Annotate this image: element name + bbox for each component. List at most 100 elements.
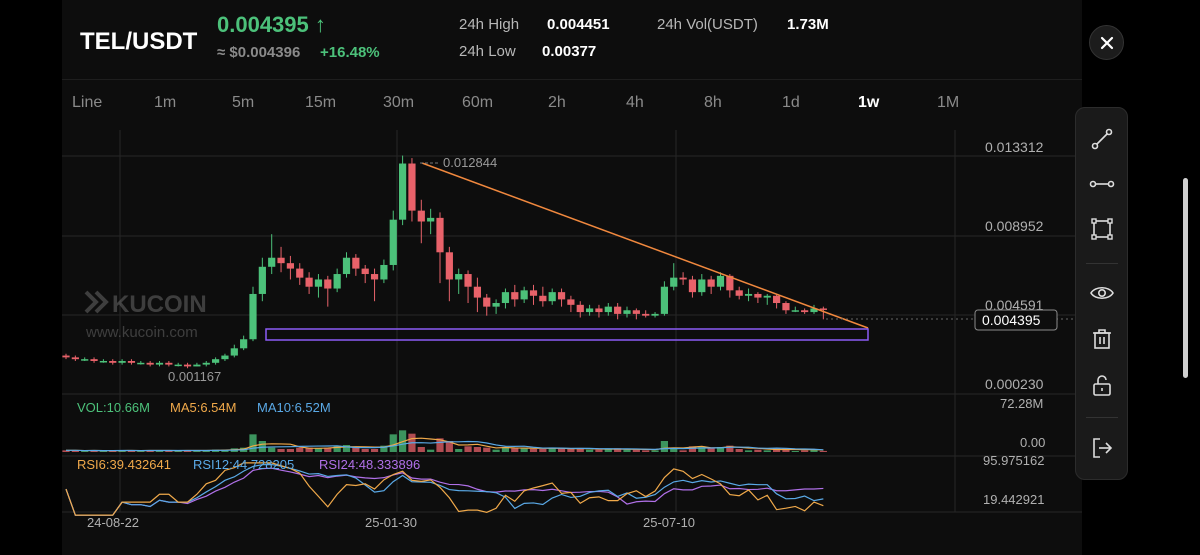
volume-bar <box>492 449 500 452</box>
candle-body <box>716 275 725 287</box>
high-annotation: 0.012844 <box>443 155 497 170</box>
watermark-url: www.kucoin.com <box>85 324 198 341</box>
candle-body <box>445 252 453 280</box>
close-icon <box>1100 36 1113 49</box>
candle-body <box>146 362 154 365</box>
candle-body <box>726 275 734 291</box>
axis-label-3: 0.004591 <box>985 297 1044 313</box>
rectangle-icon <box>1091 218 1113 240</box>
volume-bar <box>679 450 687 452</box>
pair-name[interactable]: TEL/USDT <box>80 28 198 55</box>
candle-body <box>389 219 397 265</box>
current-price-tag <box>974 309 1058 331</box>
volume-bar <box>754 449 762 452</box>
rsi-lines <box>65 462 824 516</box>
volume-bar <box>819 450 827 452</box>
candle-body <box>819 308 827 310</box>
close-button[interactable] <box>1089 25 1124 60</box>
candle-body <box>324 279 332 289</box>
volume-bar <box>258 441 266 452</box>
tab-60m[interactable]: 60m <box>462 94 494 111</box>
volume-bar <box>642 450 650 452</box>
scrollbar[interactable] <box>1183 178 1188 378</box>
volume-bar <box>174 451 182 452</box>
candle-body <box>539 295 547 302</box>
volume-bar <box>763 450 771 452</box>
volume-bar <box>595 449 603 452</box>
delete-tool[interactable] <box>1086 323 1118 355</box>
tab-2h[interactable]: 2h <box>548 94 566 111</box>
volume-bar <box>305 447 313 452</box>
tab-line[interactable]: Line <box>72 94 103 111</box>
candle-body <box>576 304 584 313</box>
rectangle-tool[interactable] <box>1086 213 1118 245</box>
trendline-drawing[interactable] <box>421 162 869 329</box>
volume-bar <box>744 450 753 452</box>
candle-body <box>632 310 640 314</box>
visibility-tool[interactable] <box>1086 277 1118 309</box>
kucoin-logo-icon <box>84 290 109 314</box>
volume-bar <box>314 448 323 452</box>
volume-bar <box>791 451 799 452</box>
up-arrow-icon: ↑ <box>314 12 326 37</box>
trendline-icon <box>1091 128 1113 150</box>
candle-body <box>417 210 425 222</box>
volume-bar <box>165 450 173 452</box>
rsi12-label: RSI12:44.728205 <box>193 457 294 472</box>
tab-30m[interactable]: 30m <box>383 94 415 111</box>
candle-body <box>595 308 603 313</box>
volume-bar <box>773 448 781 452</box>
tab-1w[interactable]: 1w <box>858 94 880 111</box>
tab-1m[interactable]: 1m <box>154 94 177 111</box>
volume-bar <box>539 449 547 452</box>
candle-body <box>361 268 369 275</box>
volume-bar <box>286 449 294 452</box>
trendline-tool[interactable] <box>1086 123 1118 155</box>
volume-bar <box>324 447 332 452</box>
ma5-label: MA5:6.54M <box>170 400 236 415</box>
volume-bar <box>557 448 566 452</box>
volume-label: 24h Vol(USDT) <box>657 16 758 33</box>
volume-bar <box>501 447 510 452</box>
candle-body <box>81 359 89 361</box>
tab-8h[interactable]: 8h <box>704 94 722 111</box>
volume-bar <box>370 449 379 452</box>
candle-body <box>529 290 538 296</box>
candle-body <box>567 299 575 305</box>
volume-bar <box>614 448 622 452</box>
support-box-drawing[interactable] <box>265 328 869 341</box>
candle-body <box>137 362 145 365</box>
tab-1d[interactable]: 1d <box>782 94 800 111</box>
exit-icon <box>1093 438 1113 458</box>
low-label: 24h Low <box>459 43 516 60</box>
volume-bar <box>427 449 435 452</box>
x-label-1: 24-08-22 <box>87 515 139 530</box>
candle-body <box>660 286 668 314</box>
volume-bar <box>660 441 668 452</box>
volume-bar <box>586 449 594 452</box>
toolbar-divider <box>1086 263 1118 264</box>
volume-bar <box>688 446 697 452</box>
volume-bar <box>380 445 388 452</box>
unlock-icon <box>1093 375 1111 396</box>
tab-15m[interactable]: 15m <box>305 94 337 111</box>
candle-body <box>408 163 416 211</box>
tab-4h[interactable]: 4h <box>626 94 644 111</box>
candle-body <box>99 360 107 363</box>
volume-bar <box>576 448 584 452</box>
tab-5m[interactable]: 5m <box>232 94 255 111</box>
exit-tool[interactable] <box>1086 432 1118 464</box>
volume-bar <box>71 450 79 452</box>
volume-bar <box>455 449 463 452</box>
horizontal-line-tool[interactable] <box>1086 168 1118 200</box>
candle-body <box>492 303 500 307</box>
volume-bar <box>604 449 612 452</box>
tab-1M[interactable]: 1M <box>937 94 960 111</box>
lock-tool[interactable] <box>1086 369 1118 401</box>
candle-body <box>193 364 201 367</box>
candle-body <box>810 308 818 313</box>
rsi-axis-bottom: 19.442921 <box>983 492 1044 507</box>
volume-bar <box>735 449 743 452</box>
candle-body <box>333 274 341 289</box>
